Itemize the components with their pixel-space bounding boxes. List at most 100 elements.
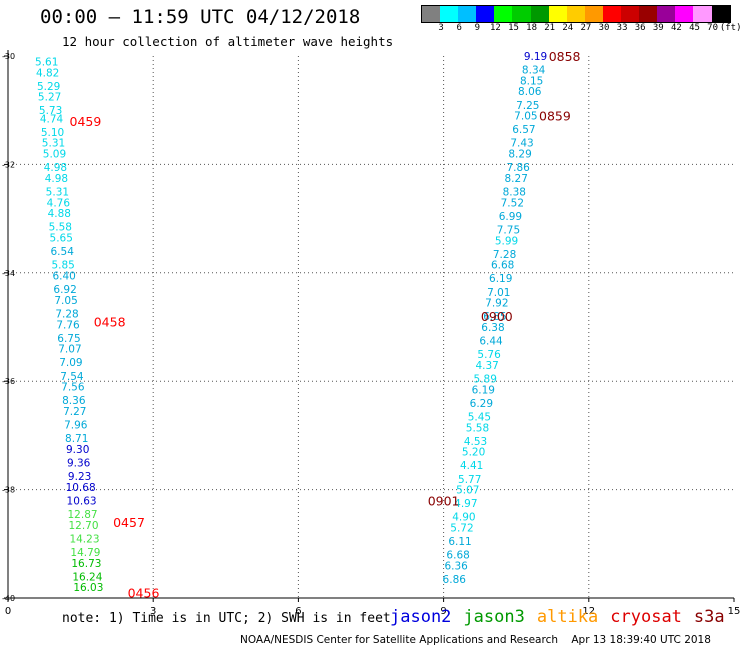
swh-point: 7.75 (497, 224, 520, 236)
swh-point: 5.10 (41, 127, 64, 139)
time-labels: 0459 0458 0457 0456 0858 0859 0900 0901 (70, 49, 581, 601)
color-scale-label: (ft) (719, 23, 740, 33)
color-scale-label: 18 (526, 23, 538, 33)
swh-point: 5.07 (456, 485, 479, 497)
swh-point: 6.36 (444, 560, 468, 572)
swh-point: 6.19 (472, 384, 495, 396)
time-label: 0457 (113, 515, 145, 530)
x-tick-label: 9 (440, 606, 446, 617)
color-scale-label: 6 (456, 23, 462, 33)
swh-point: 8.38 (503, 187, 526, 199)
axes (4, 50, 735, 602)
swh-point: 5.73 (39, 105, 62, 117)
swh-point: 6.92 (53, 284, 76, 296)
swh-point: 5.20 (462, 447, 485, 459)
y-tick-label: -36 (2, 377, 15, 386)
color-swatch (584, 6, 603, 22)
color-scale-label: 12 (489, 23, 501, 33)
swh-point: 7.54 (60, 371, 84, 383)
color-scale-label: 42 (670, 23, 682, 33)
swh-point: 8.71 (65, 433, 88, 445)
swh-point: 9.23 (68, 471, 91, 483)
color-swatch (476, 6, 495, 22)
swh-point: 5.72 (450, 523, 473, 535)
swh-point: 6.86 (443, 574, 467, 586)
swh-point: 12.87 (68, 509, 98, 521)
swh-point: 4.53 (464, 436, 487, 448)
color-scale-label: 45 (689, 23, 700, 33)
swh-point: 8.29 (508, 149, 531, 161)
swh-point: 7.86 (506, 162, 530, 174)
color-swatch (512, 6, 531, 22)
swh-point: 8.27 (505, 173, 528, 185)
time-label: 0456 (128, 586, 160, 601)
y-tick-label: -30 (2, 52, 15, 61)
swh-point: 6.40 (52, 271, 75, 283)
color-scale-label: 30 (598, 23, 610, 33)
swh-point: 7.92 (485, 298, 508, 310)
swh-point: 6.85 (483, 311, 506, 323)
swh-point: 5.65 (50, 233, 73, 245)
color-swatch (548, 6, 567, 22)
swh-point: 8.34 (522, 65, 546, 77)
swh-point: 5.76 (477, 349, 501, 361)
legend-item-altika: altika (536, 607, 599, 627)
color-scale-label: 9 (474, 23, 481, 33)
swh-point: 6.68 (491, 260, 514, 272)
legend-item-jason2: jason2 (390, 607, 452, 627)
y-tick-label: -38 (2, 486, 15, 495)
swh-point: 4.41 (460, 460, 483, 472)
chart-title: 00:00 – 11:59 UTC 04/12/2018 (40, 6, 361, 28)
swh-point: 6.44 (479, 336, 503, 348)
x-tick-label: 0 (5, 606, 11, 617)
swh-point: 4.74 (40, 113, 64, 125)
time-label: 0900 (481, 309, 513, 324)
swh-point: 6.99 (499, 211, 522, 223)
swh-point: 16.24 (72, 571, 102, 583)
swh-point: 7.05 (514, 111, 537, 123)
swh-point: 5.58 (49, 222, 72, 234)
x-tick-label: 15 (728, 606, 740, 617)
swh-point: 8.15 (520, 75, 543, 87)
color-scale-label: 15 (508, 23, 519, 33)
legend-item-cryosat: cryosat (610, 607, 682, 627)
swh-point: 5.61 (35, 56, 58, 68)
swh-point: 4.82 (36, 67, 59, 79)
swh-point: 5.29 (37, 81, 60, 93)
swh-point: 9.36 (67, 458, 91, 470)
swh-point: 6.29 (470, 398, 493, 410)
color-scale-label: 21 (544, 23, 556, 33)
grid-lines (8, 56, 734, 598)
color-swatch (494, 6, 513, 22)
y-tick-label: -32 (2, 160, 15, 169)
satellite-legend: jason2 jason3 altika cryosat s3a (390, 607, 737, 627)
color-scale-label: 33 (616, 23, 628, 33)
swh-point: 7.27 (63, 406, 86, 418)
swh-point: 6.38 (481, 322, 504, 334)
color-scale-bar (421, 5, 731, 23)
swh-point: 7.07 (58, 344, 81, 356)
y-tick-label: -40 (2, 594, 15, 603)
swh-point: 9.30 (66, 444, 89, 456)
swh-point: 4.98 (44, 162, 67, 174)
swh-point: 6.75 (57, 333, 80, 345)
color-swatch (422, 6, 441, 22)
swh-point: 8.06 (518, 86, 542, 98)
x-tick-label: 6 (295, 606, 301, 617)
color-swatch (440, 6, 459, 22)
swh-point: 16.03 (73, 582, 103, 594)
swh-point: 5.89 (474, 373, 497, 385)
color-swatch (711, 6, 730, 22)
color-scale-label: 70 (707, 23, 719, 33)
time-label: 0901 (428, 493, 460, 508)
swh-point: 14.79 (70, 547, 100, 559)
swh-point: 16.73 (71, 558, 101, 570)
swh-point: 4.98 (45, 173, 68, 185)
color-swatch (675, 6, 694, 22)
swh-point: 7.43 (510, 138, 533, 150)
swh-point: 10.63 (67, 495, 97, 507)
color-swatch (657, 6, 676, 22)
time-label: 0858 (549, 49, 581, 64)
swh-point: 10.68 (66, 482, 96, 494)
legend-item-jason3: jason3 (463, 607, 525, 627)
